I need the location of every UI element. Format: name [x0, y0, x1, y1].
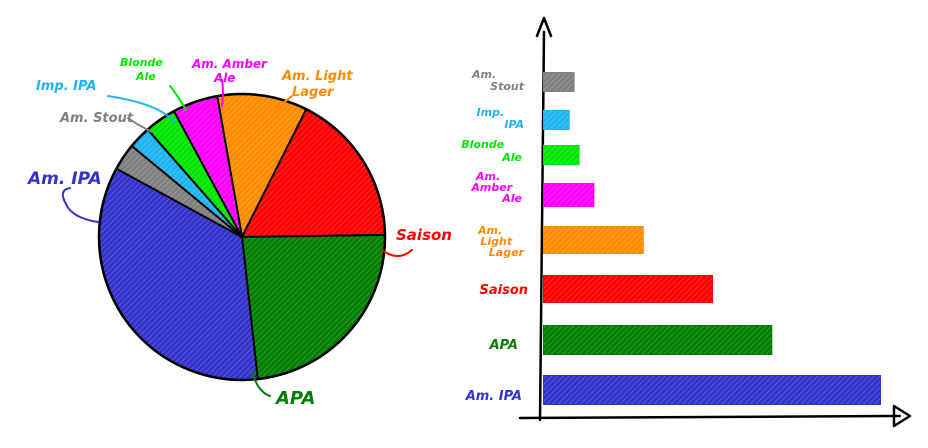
pie-outline	[97, 92, 387, 382]
pie-slice-hatch	[217, 93, 307, 237]
x-axis-arrowhead	[892, 404, 912, 428]
pie-leader-lines	[61, 79, 413, 397]
pie-label-am-light-lager: Am. Light Lager	[281, 69, 357, 100]
pie-slice-hatch	[131, 129, 242, 237]
pie-slice-hatch	[98, 168, 258, 381]
pie-slice-hatch	[242, 109, 385, 237]
pie-label-apa: APA	[274, 388, 315, 409]
leader-blonde-ale	[169, 85, 187, 111]
y-axis-line	[538, 30, 546, 422]
leader-am-ipa	[61, 187, 99, 223]
pie-slice-hatch	[174, 96, 242, 237]
bar-label-am-light-lager: Am. Light Lager	[477, 224, 525, 259]
bar-label-am-amber-ale: Am. Amber Ale	[470, 170, 522, 205]
bar-label-apa: APA	[489, 338, 518, 353]
pie-labels: Am. Light Lager Saison APA Am. IPA Am. S…	[26, 56, 452, 409]
x-axis-line	[518, 414, 902, 420]
bar-hatch	[544, 376, 880, 404]
bar-hatch	[544, 227, 643, 253]
y-axis-arrowhead	[535, 16, 553, 38]
bar-hatch	[544, 276, 712, 302]
bar-category-labels: Am. Stout Imp. IPA Blonde Ale Am. Amber …	[461, 68, 528, 404]
bar-hatch	[544, 146, 579, 164]
bar-hatch	[544, 184, 594, 206]
pie-chart	[97, 92, 387, 382]
pie-slice-hatch	[116, 145, 242, 237]
bar-label-imp-ipa: Imp. IPA	[477, 106, 524, 131]
leader-apa	[251, 371, 271, 397]
bar-hatch	[544, 111, 569, 129]
bar-hatch	[544, 73, 574, 91]
pie-label-am-amber-ale: Am. Amber Ale	[191, 57, 271, 85]
pie-label-imp-ipa: Imp. IPA	[36, 79, 96, 94]
pie-label-am-ipa: Am. IPA	[26, 169, 102, 189]
bar-chart-axes	[518, 16, 912, 428]
bar-hatch	[544, 326, 772, 354]
leader-light-lager	[267, 95, 293, 121]
pie-label-am-stout: Am. Stout	[59, 111, 134, 126]
pie-label-blonde-ale: Blonde Ale	[120, 56, 167, 83]
leader-amber-ale	[221, 79, 224, 107]
bar-label-blonde-ale: Blonde Ale	[461, 138, 522, 164]
bar-label-am-stout: Am. Stout	[471, 68, 525, 93]
leader-saison	[381, 249, 413, 257]
pie-slice-hatch	[147, 111, 242, 237]
leader-imp-ipa	[107, 95, 175, 123]
pie-slice-hatch	[242, 234, 386, 380]
bar-label-saison: Saison	[479, 283, 528, 298]
bar-chart	[543, 72, 881, 405]
bar-label-am-ipa: Am. IPA	[465, 389, 522, 404]
pie-label-saison: Saison	[396, 226, 452, 244]
leader-am-stout	[127, 117, 153, 133]
